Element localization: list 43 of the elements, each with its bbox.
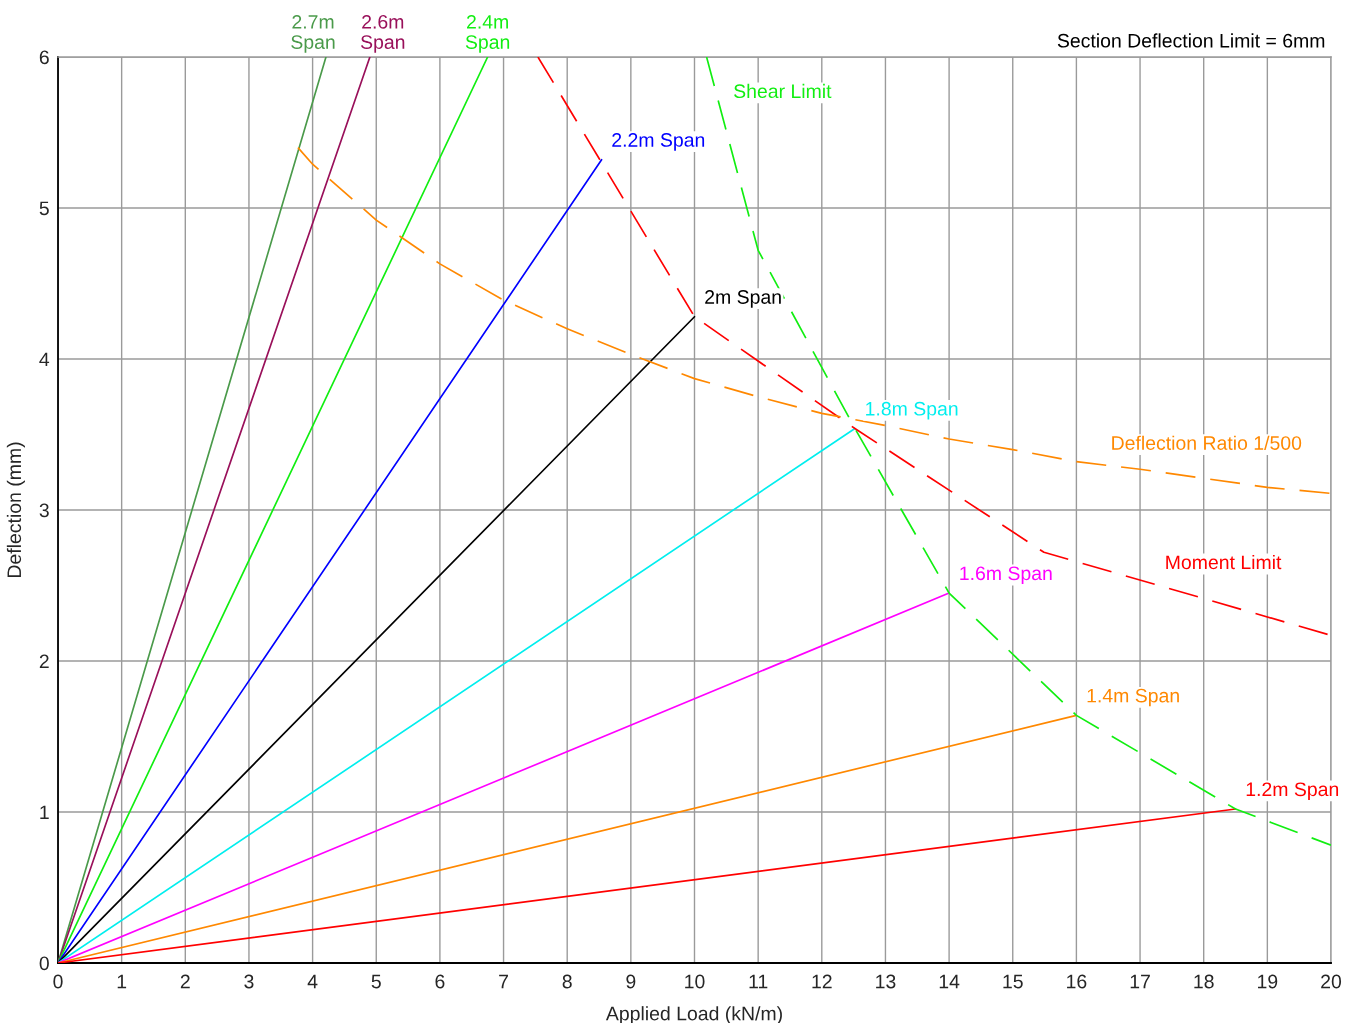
x-tick-label: 17 xyxy=(1130,974,1150,989)
annotation: Shear Limit xyxy=(734,83,832,99)
x-tick-label: 10 xyxy=(685,974,705,989)
y-tick-label: 5 xyxy=(39,201,49,216)
x-tick-label: 13 xyxy=(876,974,896,989)
series-label: 2.2m Span xyxy=(612,133,705,151)
line-series xyxy=(537,57,1331,637)
x-tick-label: 2 xyxy=(180,974,190,989)
series-label: 1.8m Span xyxy=(866,401,958,420)
y-tick-label: 6 xyxy=(39,50,49,65)
x-tick-label: 18 xyxy=(1194,974,1214,989)
series-label: 2.4m Span xyxy=(465,14,510,53)
series-label: 1.4m Span xyxy=(1087,688,1179,707)
y-tick-label: 2 xyxy=(39,654,49,669)
x-tick-label: 11 xyxy=(749,974,768,989)
annotation: Moment Limit xyxy=(1166,554,1282,570)
x-tick-label: 20 xyxy=(1321,974,1342,989)
series-label: 2.7m Span xyxy=(291,14,335,53)
series-label: 2m Span xyxy=(705,290,781,308)
x-tick-label: 16 xyxy=(1067,974,1087,989)
x-tick-label: 5 xyxy=(371,974,381,989)
x-tick-label: 15 xyxy=(1003,974,1023,989)
y-axis-title: Deflection (mm) xyxy=(6,442,25,578)
text: Section Deflection Limit = 6mm xyxy=(1057,33,1325,48)
x-tick-label: 1 xyxy=(117,974,127,989)
y-tick-label: 4 xyxy=(39,352,50,367)
x-tick-label: 4 xyxy=(307,974,318,989)
annotation: Deflection Ratio 1/500 xyxy=(1112,435,1302,450)
x-tick-label: 7 xyxy=(499,974,508,989)
x-tick-label: 14 xyxy=(939,974,960,989)
series-label: 2.6m Span xyxy=(360,14,405,53)
x-tick-label: 0 xyxy=(53,974,63,989)
y-tick-label: 0 xyxy=(39,956,49,971)
y-tick-label: 3 xyxy=(39,503,49,518)
y-tick-label: 1 xyxy=(40,805,49,820)
x-tick-label: 12 xyxy=(812,974,832,989)
x-tick-label: 3 xyxy=(244,974,254,989)
series-label: 1.2m Span xyxy=(1246,782,1339,800)
x-tick-label: 8 xyxy=(562,974,572,989)
x-tick-label: 6 xyxy=(435,974,445,989)
series-label: 1.6m Span xyxy=(960,566,1052,585)
x-tick-label: 19 xyxy=(1258,974,1278,989)
x-tick-label: 9 xyxy=(626,974,636,989)
